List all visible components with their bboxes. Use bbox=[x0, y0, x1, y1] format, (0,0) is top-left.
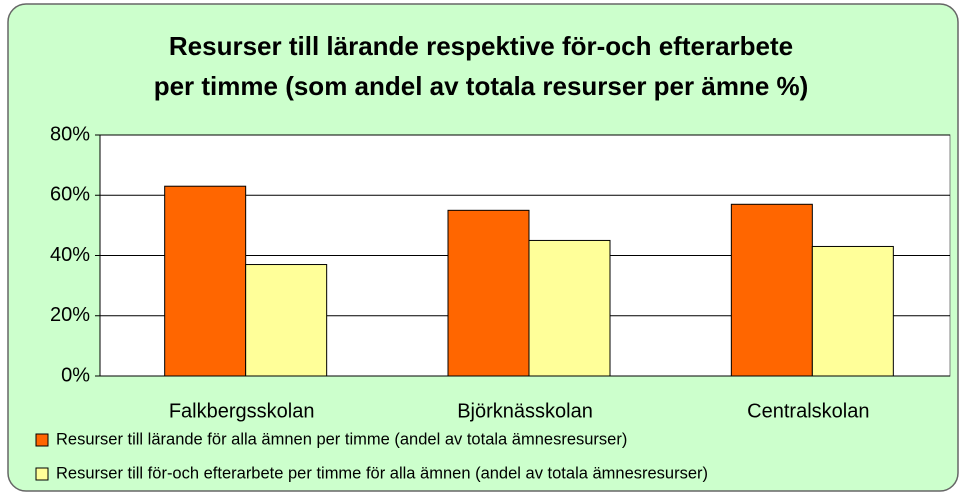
x-tick-label: Falkbergsskolan bbox=[169, 400, 315, 422]
legend-label: Resurser till lärande för alla ämnen per… bbox=[56, 430, 627, 448]
y-tick-label: 0% bbox=[61, 364, 90, 386]
legend-swatch bbox=[35, 467, 49, 481]
bar bbox=[447, 209, 530, 377]
x-tick-label: Björknässkolan bbox=[457, 400, 593, 422]
y-tick-label: 80% bbox=[50, 123, 90, 145]
bar bbox=[730, 203, 813, 377]
y-tick-label: 60% bbox=[50, 184, 90, 206]
chart-title: Resurser till lärande respektive för-och… bbox=[169, 31, 793, 61]
bar bbox=[245, 264, 328, 377]
y-tick-label: 20% bbox=[50, 304, 90, 326]
x-tick-label: Centralskolan bbox=[747, 400, 869, 422]
chart-title: per timme (som andel av totala resurser … bbox=[154, 71, 809, 101]
bar bbox=[811, 245, 894, 377]
y-tick-label: 40% bbox=[50, 244, 90, 266]
legend-label: Resurser till för-och efterarbete per ti… bbox=[56, 464, 708, 482]
bar bbox=[528, 239, 611, 377]
bar bbox=[164, 185, 247, 377]
legend-swatch bbox=[35, 433, 49, 447]
